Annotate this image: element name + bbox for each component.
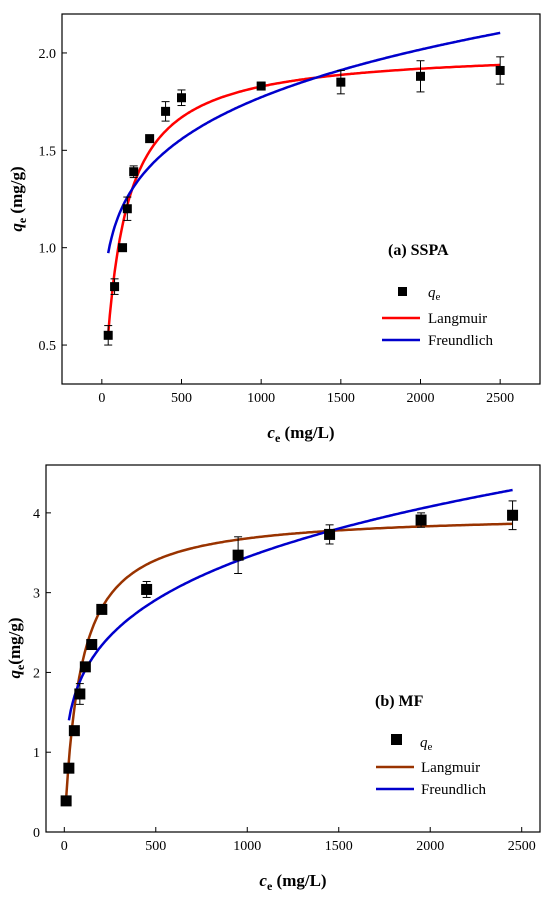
plot-frame-a	[61, 13, 541, 385]
x-axis-a: 0 500 1000 1500 2000 2500	[98, 379, 514, 406]
legend-label-freundlich: Freundlich	[428, 333, 493, 349]
chart-panel-a: 0 500 1000 1500 2000 2500 0.5 1.0 1.5 2.0 ce (mg…	[7, 13, 541, 445]
y-axis-a: 0.5 1.0 1.5 2.0	[39, 47, 67, 354]
y-tick-label: 4	[33, 507, 40, 522]
x-axis-label-a: ce (mg/L)	[267, 423, 334, 445]
x-tick-label: 1000	[233, 839, 261, 854]
data-point	[495, 65, 505, 75]
legend-item-data-b: qe	[391, 734, 433, 753]
legend-marker-square	[398, 287, 407, 296]
fit-curve-langmuir	[64, 522, 513, 800]
fit-curves-a	[106, 31, 501, 335]
x-tick-label: 0	[61, 839, 68, 854]
legend-label-freundlich: Freundlich	[421, 782, 486, 798]
data-point	[74, 688, 86, 700]
legend-item-langmuir-b: Langmuir	[376, 760, 480, 776]
x-axis-b: 0 500 1000 1500 2000 2500	[61, 827, 536, 854]
legend-label-qe: qe	[428, 285, 441, 303]
y-tick-label: 1.5	[39, 144, 57, 159]
x-tick-label: 2500	[508, 839, 536, 854]
legend-a: qe Langmuir Freundlich	[382, 285, 493, 349]
data-point	[68, 725, 80, 737]
y-tick-label: 2	[33, 666, 40, 681]
data-point	[177, 93, 186, 103]
legend-label-langmuir: Langmuir	[428, 311, 487, 327]
data-point	[79, 661, 91, 673]
data-point	[232, 549, 244, 561]
x-tick-label: 500	[171, 391, 192, 406]
y-tick-label: 1	[33, 746, 40, 761]
data-point	[86, 639, 98, 651]
data-point	[256, 81, 266, 91]
legend-b: qe Langmuir Freundlich	[376, 734, 486, 798]
x-tick-label: 1000	[247, 391, 275, 406]
legend-item-freundlich-a: Freundlich	[382, 333, 493, 349]
data-point	[122, 204, 132, 214]
data-point	[103, 330, 113, 340]
y-axis-label-a: qe (mg/g)	[7, 166, 29, 231]
data-point	[96, 603, 108, 615]
data-point	[416, 71, 425, 81]
panel-title-b: (b) MF	[375, 693, 424, 710]
fit-curve-langmuir	[106, 63, 501, 335]
x-tick-label: 500	[145, 839, 166, 854]
x-tick-label: 2000	[407, 391, 435, 406]
x-tick-label: 2000	[416, 839, 444, 854]
data-point	[60, 795, 72, 807]
y-tick-label: 0	[33, 826, 40, 841]
x-axis-label-b: ce (mg/L)	[259, 871, 326, 893]
data-point	[161, 106, 171, 116]
legend-label-langmuir: Langmuir	[421, 760, 480, 776]
data-point	[129, 167, 139, 177]
data-point	[118, 243, 128, 253]
plot-frame-b	[45, 464, 541, 833]
legend-marker-square	[391, 734, 402, 745]
legend-label-qe: qe	[420, 735, 433, 753]
y-tick-label: 1.0	[39, 242, 57, 257]
data-point	[110, 282, 120, 292]
y-axis-b: 0 1 2 3 4	[33, 507, 51, 841]
data-point	[63, 762, 75, 774]
data-point	[336, 77, 346, 87]
x-tick-label: 2500	[486, 391, 514, 406]
data-point	[507, 509, 519, 521]
data-points-a	[103, 56, 505, 346]
y-tick-label: 3	[33, 587, 40, 602]
x-tick-label: 0	[98, 391, 105, 406]
data-point	[324, 528, 336, 540]
legend-item-langmuir-a: Langmuir	[382, 311, 487, 327]
y-axis-label-b: qe(mg/g)	[5, 617, 27, 678]
data-point	[145, 134, 155, 144]
legend-item-freundlich-b: Freundlich	[376, 782, 486, 798]
y-tick-label: 2.0	[39, 47, 57, 62]
panel-title-a: (a) SSPA	[388, 242, 449, 259]
fit-curve-freundlich	[106, 31, 501, 254]
data-points-b	[60, 500, 519, 807]
fit-curves-b	[64, 488, 513, 800]
fit-curve-freundlich	[67, 488, 513, 721]
data-point	[141, 583, 153, 595]
x-tick-label: 1500	[325, 839, 353, 854]
legend-item-data-a: qe	[398, 285, 441, 303]
x-tick-label: 1500	[327, 391, 355, 406]
data-point	[415, 514, 427, 526]
y-tick-label: 0.5	[39, 339, 57, 354]
